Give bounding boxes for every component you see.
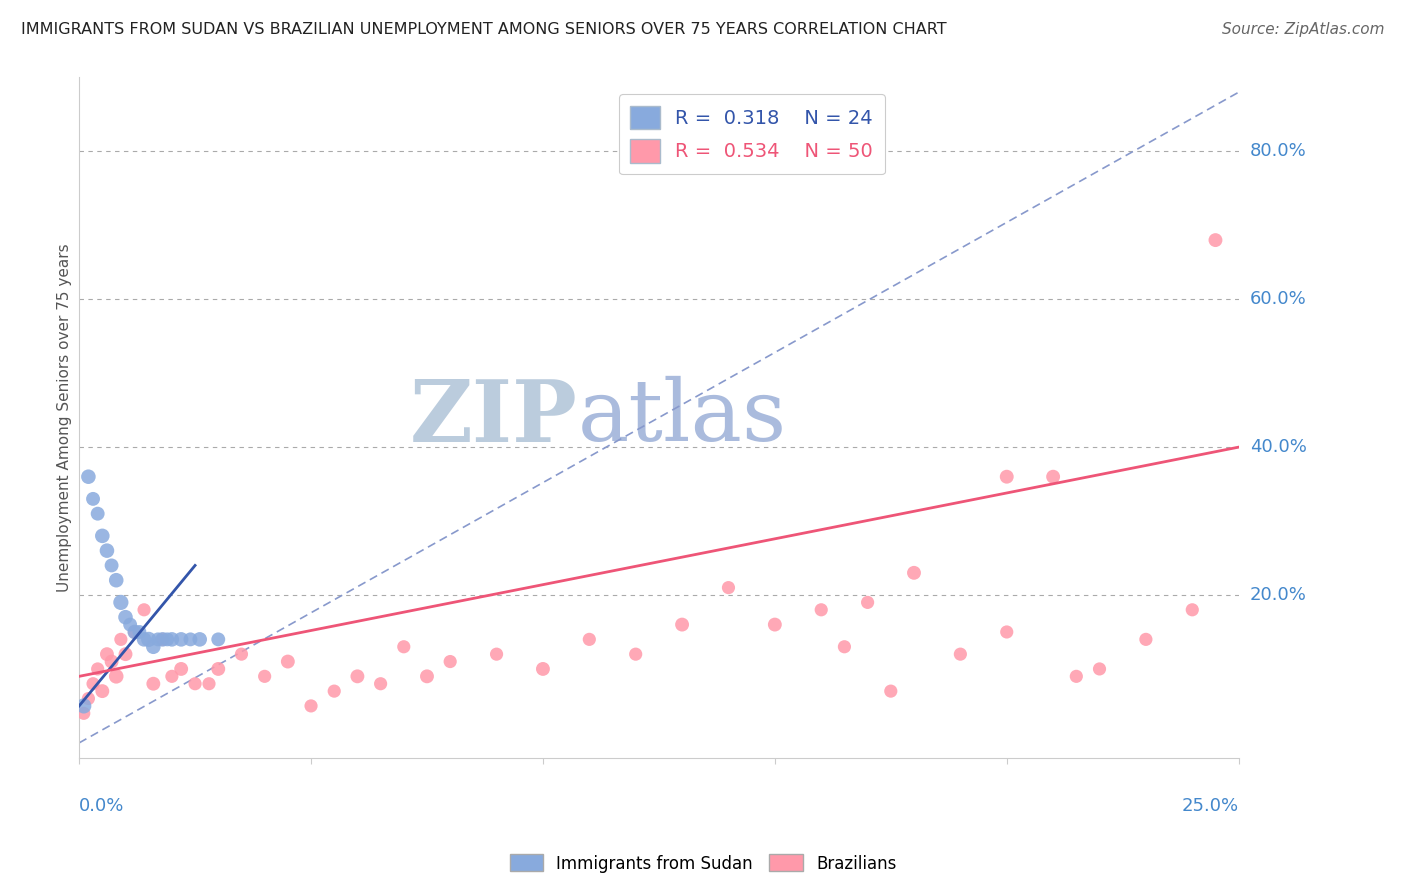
Point: [198, 677, 221, 691]
Point: [1042, 469, 1064, 483]
Point: [578, 632, 600, 647]
Point: [91, 684, 114, 698]
Text: IMMIGRANTS FROM SUDAN VS BRAZILIAN UNEMPLOYMENT AMONG SENIORS OVER 75 YEARS CORR: IMMIGRANTS FROM SUDAN VS BRAZILIAN UNEMP…: [21, 22, 946, 37]
Point: [110, 595, 132, 609]
Point: [170, 632, 193, 647]
Point: [624, 647, 647, 661]
Point: [114, 647, 136, 661]
Y-axis label: Unemployment Among Seniors over 75 years: Unemployment Among Seniors over 75 years: [58, 244, 72, 592]
Point: [856, 595, 879, 609]
Point: [531, 662, 554, 676]
Point: [114, 610, 136, 624]
Point: [184, 677, 207, 691]
Point: [763, 617, 786, 632]
Point: [96, 647, 118, 661]
Point: [124, 624, 146, 639]
Text: 20.0%: 20.0%: [1250, 586, 1306, 604]
Point: [132, 603, 155, 617]
Point: [77, 469, 100, 483]
Text: ZIP: ZIP: [411, 376, 578, 459]
Point: [207, 662, 229, 676]
Point: [170, 662, 193, 676]
Point: [132, 632, 155, 647]
Point: [439, 655, 461, 669]
Point: [253, 669, 276, 683]
Point: [91, 529, 114, 543]
Point: [156, 632, 179, 647]
Point: [1181, 603, 1204, 617]
Point: [188, 632, 211, 647]
Point: [152, 632, 174, 647]
Point: [96, 543, 118, 558]
Point: [142, 677, 165, 691]
Text: Source: ZipAtlas.com: Source: ZipAtlas.com: [1222, 22, 1385, 37]
Point: [82, 491, 104, 506]
Point: [160, 669, 183, 683]
Point: [671, 617, 693, 632]
Point: [810, 603, 832, 617]
Point: [949, 647, 972, 661]
Point: [142, 640, 165, 654]
Point: [105, 669, 128, 683]
Point: [1066, 669, 1088, 683]
Point: [152, 632, 174, 647]
Legend: R =  0.318    N = 24, R =  0.534    N = 50: R = 0.318 N = 24, R = 0.534 N = 50: [619, 94, 884, 175]
Point: [346, 669, 368, 683]
Point: [82, 677, 104, 691]
Point: [138, 632, 160, 647]
Point: [179, 632, 201, 647]
Point: [370, 677, 392, 691]
Point: [100, 558, 122, 573]
Point: [86, 662, 108, 676]
Point: [124, 624, 146, 639]
Point: [77, 691, 100, 706]
Point: [73, 706, 96, 721]
Point: [120, 617, 142, 632]
Text: 0.0%: 0.0%: [79, 797, 125, 814]
Point: [485, 647, 508, 661]
Text: 40.0%: 40.0%: [1250, 438, 1306, 456]
Point: [231, 647, 253, 661]
Point: [1204, 233, 1226, 247]
Point: [299, 698, 322, 713]
Point: [1088, 662, 1111, 676]
Point: [100, 655, 122, 669]
Text: 80.0%: 80.0%: [1250, 143, 1306, 161]
Legend: Immigrants from Sudan, Brazilians: Immigrants from Sudan, Brazilians: [503, 847, 903, 880]
Point: [86, 507, 108, 521]
Point: [323, 684, 346, 698]
Point: [1135, 632, 1157, 647]
Text: atlas: atlas: [578, 376, 787, 459]
Point: [995, 624, 1018, 639]
Point: [128, 624, 150, 639]
Point: [880, 684, 903, 698]
Point: [995, 469, 1018, 483]
Point: [416, 669, 439, 683]
Point: [73, 698, 96, 713]
Point: [105, 573, 128, 587]
Point: [277, 655, 299, 669]
Text: 60.0%: 60.0%: [1250, 290, 1306, 309]
Point: [717, 581, 740, 595]
Point: [146, 632, 169, 647]
Point: [392, 640, 415, 654]
Point: [834, 640, 856, 654]
Point: [903, 566, 925, 580]
Point: [110, 632, 132, 647]
Point: [207, 632, 229, 647]
Point: [160, 632, 183, 647]
Text: 25.0%: 25.0%: [1181, 797, 1239, 814]
